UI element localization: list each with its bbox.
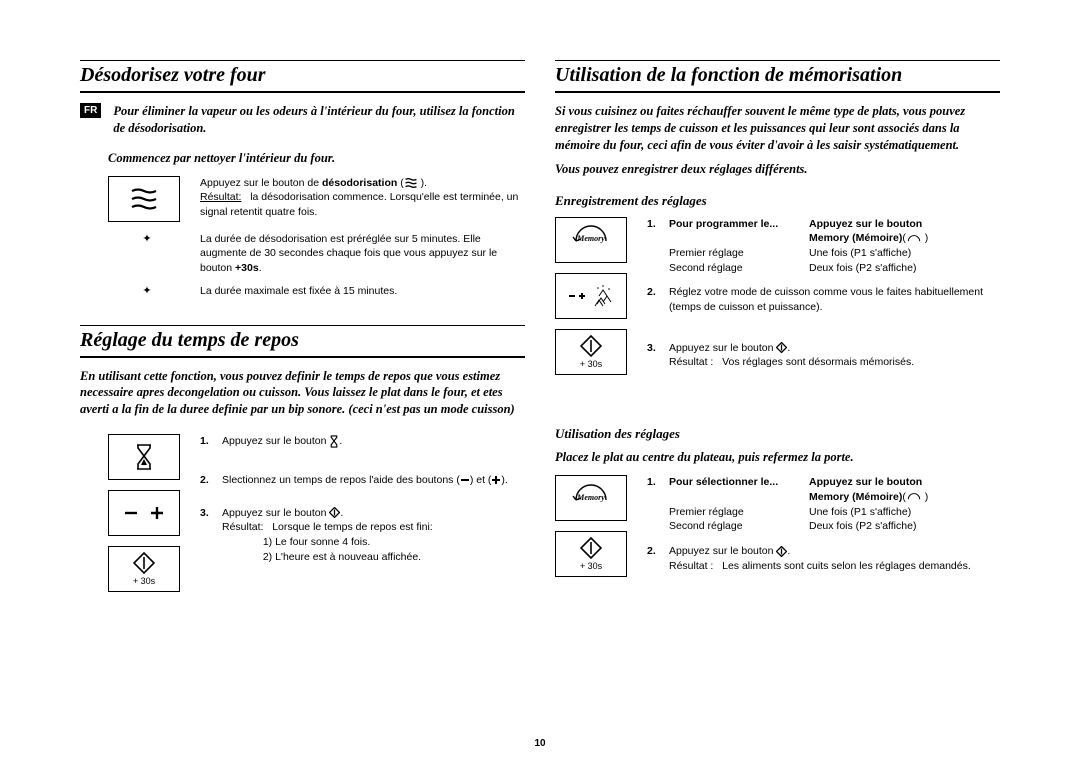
rest-step-2: 2.Slectionnez un temps de repos l'aide d… xyxy=(200,473,525,488)
deodorize-note2: La durée maximale est fixée à 15 minutes… xyxy=(200,284,525,299)
note-bullet-icon: ✦ xyxy=(108,232,186,245)
rest-lead: En utilisant cette fonction, vous pouvez… xyxy=(80,368,525,419)
deodorize-sublead: Commencez par nettoyer l'intérieur du fo… xyxy=(108,151,525,166)
section-title-rest: Réglage du temps de repos xyxy=(80,325,525,358)
memory-save-step-3: 3.Appuyez sur le bouton .Résultat : Vos … xyxy=(647,341,1000,370)
deodorize-note1: La durée de désodorisation est préréglée… xyxy=(200,232,525,276)
memory-use-step-2: 2.Appuyez sur le bouton .Résultat : Les … xyxy=(647,544,1000,573)
memory-lead: Si vous cuisinez ou faites réchauffer so… xyxy=(555,103,1000,154)
deodorize-instruction: Appuyez sur le bouton de désodorisation … xyxy=(200,176,525,220)
section-title-deodorize: Désodorisez votre four xyxy=(80,60,525,93)
memory-use-step-1: 1. Pour sélectionner le...Appuyez sur le… xyxy=(647,475,1000,534)
start-30s-icon: + 30s xyxy=(555,531,627,577)
deodorize-lead: Pour éliminer la vapeur ou les odeurs à … xyxy=(113,103,525,137)
left-column: Désodorisez votre four FR Pour éliminer … xyxy=(80,60,525,700)
start-30s-icon: + 30s xyxy=(555,329,627,375)
rest-step-3: 3.Appuyez sur le bouton . Résultat: Lors… xyxy=(200,506,525,565)
page-number: 10 xyxy=(0,738,1080,749)
power-adjust-icon xyxy=(555,273,627,319)
memory-save-step-1: 1. Pour programmer le...Appuyez sur le b… xyxy=(647,217,1000,276)
memory-sublead: Vous pouvez enregistrer deux réglages di… xyxy=(555,162,1000,177)
memory-sub2-lead: Placez le plat au centre du plateau, pui… xyxy=(555,450,1000,465)
rest-step-1: 1.Appuyez sur le bouton . xyxy=(200,434,525,449)
page-content: Désodorisez votre four FR Pour éliminer … xyxy=(80,60,1000,700)
note-bullet-icon: ✦ xyxy=(108,284,186,297)
memory-sub1-title: Enregistrement des réglages xyxy=(555,193,1000,209)
start-30s-icon: + 30s xyxy=(108,546,180,592)
memory-icon: Memory xyxy=(555,475,627,521)
rest-steps: 1.Appuyez sur le bouton . 2.Slectionnez … xyxy=(200,434,525,574)
minus-plus-icon xyxy=(108,490,180,536)
memory-icon: Memory xyxy=(555,217,627,263)
memory-save-steps: 1. Pour programmer le...Appuyez sur le b… xyxy=(647,217,1000,381)
section-title-memory: Utilisation de la fonction de mémorisati… xyxy=(555,60,1000,93)
memory-use-steps: 1. Pour sélectionner le...Appuyez sur le… xyxy=(647,475,1000,583)
hourglass-icon xyxy=(108,434,180,480)
memory-save-step-2: 2.Réglez votre mode de cuisson comme vou… xyxy=(647,285,1000,314)
lang-badge: FR xyxy=(80,103,101,118)
memory-sub2-title: Utilisation des réglages xyxy=(555,426,1000,442)
deodorize-icon xyxy=(108,176,180,222)
right-column: Utilisation de la fonction de mémorisati… xyxy=(555,60,1000,700)
